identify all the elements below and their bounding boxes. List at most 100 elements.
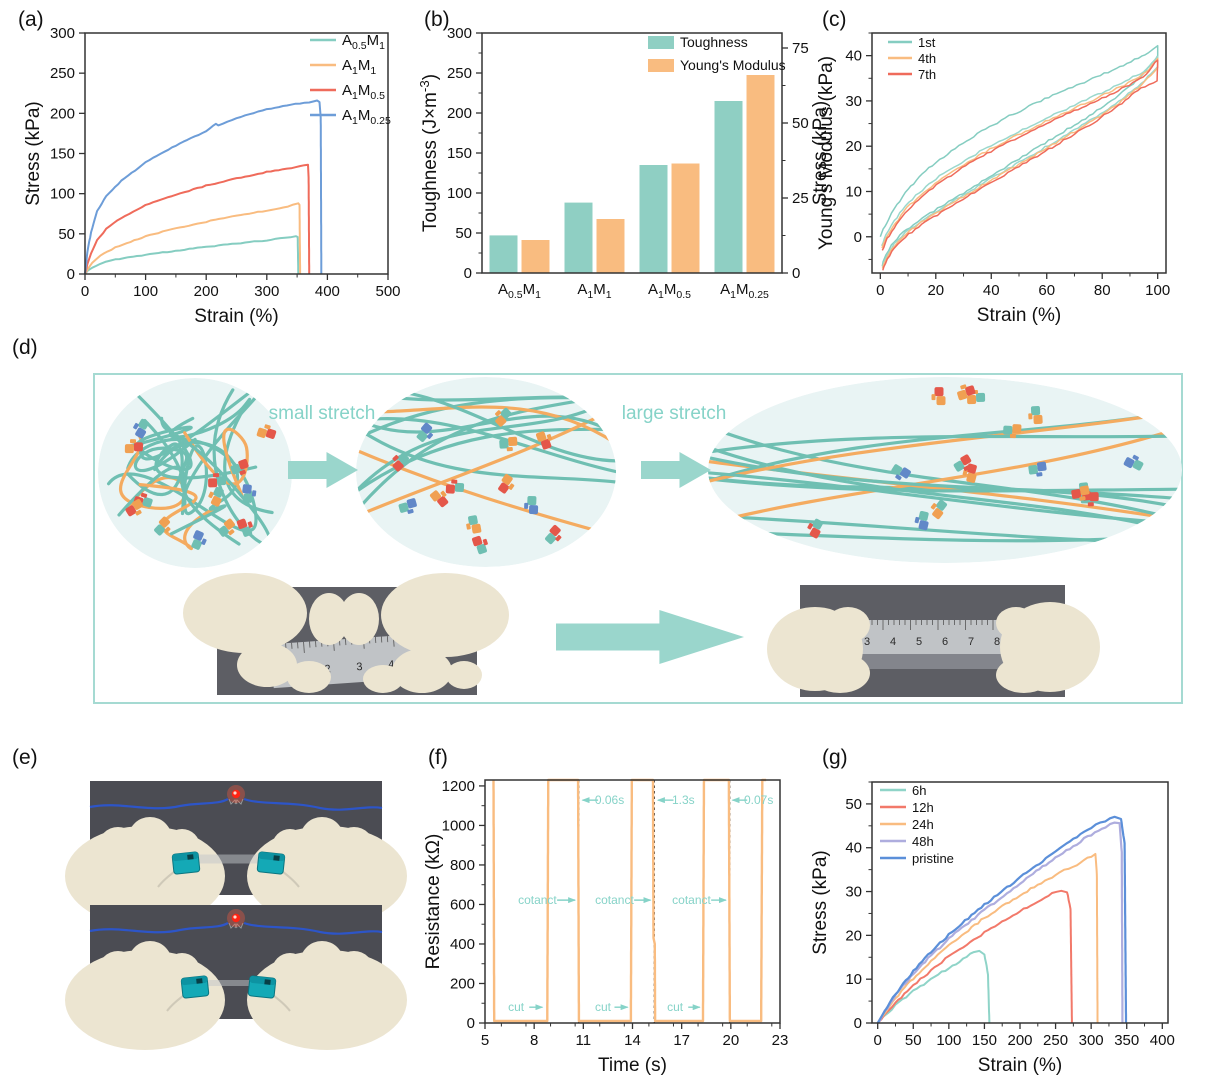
polymer-chain: [138, 483, 219, 551]
y-tick-label: 250: [447, 65, 472, 82]
figure-graphic: [223, 518, 235, 530]
glove-finger: [128, 941, 172, 985]
figure-graphic: [812, 518, 824, 530]
crosslink-connector: [1071, 485, 1090, 501]
annotation-text: cut: [508, 1000, 525, 1014]
figure-graphic: [501, 474, 513, 486]
crosslink-connector: [416, 422, 434, 442]
glove: [996, 657, 1052, 693]
crosslink-connector: [891, 464, 911, 481]
figure-graphic: 200: [50, 105, 75, 122]
figure-graphic: 100: [50, 186, 75, 203]
figure-graphic: A: [342, 32, 352, 49]
series-line-48h: [876, 821, 1124, 1024]
figure-graphic: [132, 499, 144, 510]
glove: [810, 653, 870, 693]
figure-graphic: 1.3s: [672, 793, 695, 807]
figure-graphic: [445, 484, 456, 494]
figure-graphic: [421, 422, 433, 434]
figure-graphic: M: [367, 32, 380, 49]
figure-graphic: M: [523, 281, 536, 298]
figure-graphic: Resistance (kΩ): [423, 834, 444, 970]
wire: [89, 922, 229, 934]
figure-graphic: 20: [845, 138, 862, 155]
crosslink-connector: [154, 516, 171, 536]
crosslink-connector: [930, 499, 948, 520]
figure-graphic: [1028, 464, 1038, 475]
figure-graphic: 0: [81, 283, 89, 300]
figure-graphic: [527, 495, 537, 506]
figure-graphic: M: [736, 281, 749, 298]
figure-graphic: [228, 529, 235, 536]
figure-graphic: 30: [845, 884, 862, 901]
y-tick-label: 40: [845, 840, 862, 857]
figure-graphic: 10: [845, 183, 862, 200]
figure-graphic: [392, 454, 399, 462]
figure-graphic: [468, 515, 478, 526]
figure-graphic: 24h: [912, 817, 934, 832]
figure-graphic: [476, 543, 487, 555]
x-tick-label: 60: [1038, 282, 1055, 299]
series-line-6h: [876, 949, 991, 1024]
figure-graphic: [499, 439, 509, 449]
led-leads: [228, 798, 244, 805]
figure-graphic: M: [358, 107, 371, 124]
figure-graphic: [397, 452, 409, 464]
crosslink-connector: [953, 454, 972, 472]
figure-graphic: [471, 523, 482, 534]
y-tick-label: 200: [450, 975, 475, 992]
y-tick-label: 100: [50, 186, 75, 203]
x-tick-label: 8: [530, 1032, 538, 1049]
polymer-chain: [708, 425, 1182, 526]
figure-graphic: [963, 465, 970, 471]
figure-graphic: [1028, 413, 1033, 420]
x-axis-label: Strain (%): [978, 1055, 1062, 1076]
figure-graphic: [914, 516, 920, 524]
glove-finger: [98, 827, 138, 867]
figure-graphic: cotanct: [518, 893, 557, 907]
figure-graphic: [482, 538, 488, 546]
crosslink-connector: [957, 384, 976, 401]
bar-Young's Modulus: [671, 163, 700, 273]
chart-c: 0 20 40 60 80 100 0 10 20 30 40 Strain (%) Stress (k…: [810, 32, 1170, 326]
y-axis-label: Stress (kPa): [23, 101, 44, 206]
figure-graphic: [1089, 492, 1099, 502]
figure-graphic: 0.25: [370, 115, 391, 127]
figure-graphic: [809, 527, 821, 539]
figure-graphic: [535, 431, 547, 442]
clip: [171, 851, 201, 875]
figure-graphic: 1: [606, 289, 612, 301]
figure-graphic: -3: [417, 80, 432, 92]
figure-graphic: [936, 396, 946, 406]
clip: [180, 975, 210, 999]
crosslink-connector: [191, 530, 207, 550]
figure-graphic: 4th: [918, 51, 936, 66]
polymer-chain: [708, 477, 1182, 493]
y-tick-label: 10: [845, 971, 862, 988]
figure-graphic: [273, 855, 280, 861]
figure-graphic: [208, 491, 214, 499]
figure-graphic: [494, 410, 502, 417]
figure-graphic: 1: [352, 90, 358, 102]
y2-tick-label: 25: [792, 190, 809, 207]
figure-graphic: [1079, 485, 1090, 496]
annotation-text: cotanct: [672, 893, 711, 907]
figure-graphic: [1123, 457, 1135, 469]
annotation-text: cotanct: [518, 893, 557, 907]
figure-graphic: [426, 432, 434, 440]
figure-graphic: 50: [455, 225, 472, 242]
figure-graphic: [392, 460, 404, 472]
figure-graphic: [1036, 461, 1047, 472]
large-stretch-arrow-icon: [641, 452, 711, 488]
figure-graphic: 250: [447, 65, 472, 82]
figure-graphic: 300: [1079, 1032, 1104, 1049]
figure-graphic: 100: [1145, 282, 1170, 299]
x-tick-label: 400: [1150, 1032, 1175, 1049]
figure-graphic: [495, 415, 507, 427]
figure-graphic: 5: [481, 1032, 489, 1049]
polymer-chain: [126, 442, 258, 496]
panel-label-d: (d): [12, 336, 38, 359]
crosslink-connector: [124, 439, 143, 454]
chart-a: 0 100 200 300 400 500 0 50 100 150 200 250 300 Strain…: [23, 25, 401, 327]
